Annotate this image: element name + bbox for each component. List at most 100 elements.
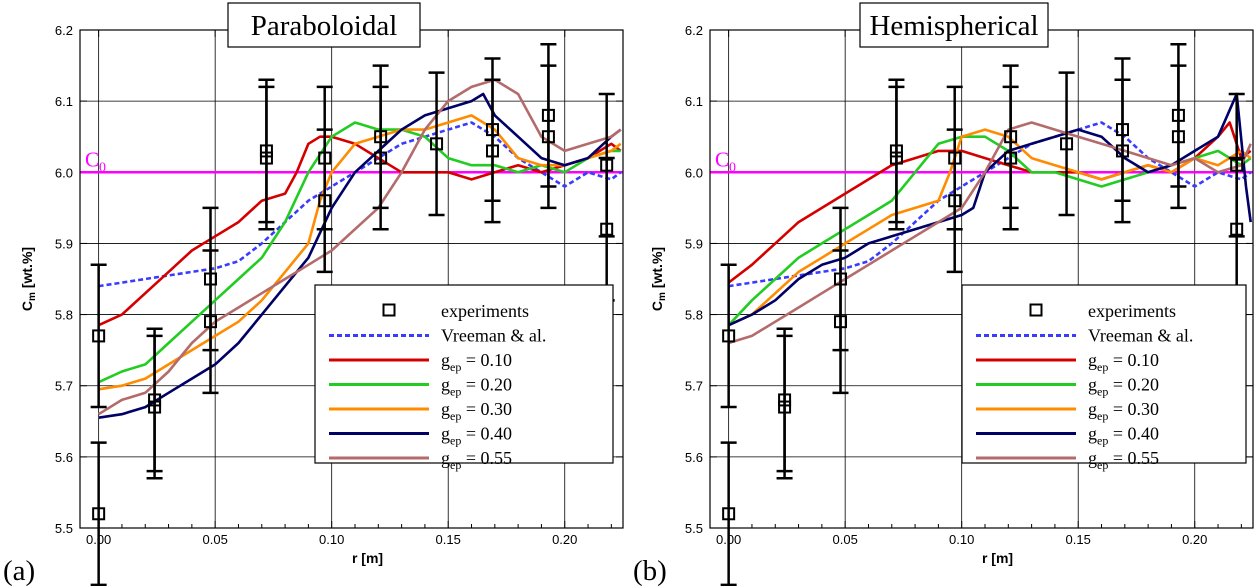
legend-label-value: = 0.30 [461, 399, 512, 419]
experiment-marker [889, 151, 903, 165]
legend-marker-experiments [1029, 303, 1043, 317]
x-tick-label: 0.05 [203, 532, 228, 547]
legend-label-value: = 0.20 [1108, 375, 1159, 395]
legend-label: gep = 0.10 [441, 350, 512, 374]
series-line [728, 128, 1252, 327]
experiment-marker [374, 151, 388, 165]
y-tick-label: 5.8 [55, 308, 73, 323]
legend-label-value: = 0.30 [1108, 399, 1159, 419]
experiment-marker [1171, 130, 1185, 144]
legend-label-g: g [441, 350, 450, 370]
legend-label-g: g [441, 375, 450, 395]
legend-label-g: g [1088, 350, 1097, 370]
panel-a: 0.000.050.100.150.205.55.65.75.85.96.06.… [3, 2, 624, 586]
title-box [227, 2, 421, 48]
x-tick-label: 0.15 [1066, 532, 1091, 547]
legend-label-sub: ep [1097, 385, 1108, 399]
legend-label-sub: ep [1097, 434, 1108, 448]
y-tick-label: 5.9 [685, 236, 703, 251]
experiment-marker [92, 329, 106, 343]
legend-label-g: g [1088, 424, 1097, 444]
y-axis-label-unit: [wt.%] [19, 247, 35, 292]
reference-label-sub: 0 [99, 160, 106, 175]
series-line [728, 92, 1252, 327]
legend-label-value: = 0.40 [1108, 424, 1159, 444]
x-tick-label: 0.10 [949, 532, 974, 547]
experiment-marker [1115, 144, 1129, 158]
experiment-marker [1004, 151, 1018, 165]
y-axis-label-main: C [649, 301, 665, 311]
experiment-marker [148, 393, 162, 407]
experiment-marker [259, 151, 273, 165]
series-line [98, 135, 622, 327]
series-line [728, 121, 1252, 288]
series-line [98, 121, 622, 288]
x-tick-label: 0.20 [1182, 532, 1207, 547]
y-tick-label: 5.5 [55, 521, 73, 536]
plot-area [710, 92, 1253, 345]
y-axis-label-unit: [wt.%] [649, 247, 665, 292]
y-axis-label-sub: m [657, 292, 668, 301]
y-tick-label: 6.2 [55, 23, 73, 38]
legend-label-g: g [441, 424, 450, 444]
experiment-marker [204, 315, 218, 329]
legend-label: gep = 0.20 [1088, 375, 1159, 399]
y-tick-label: 5.8 [685, 308, 703, 323]
y-tick-label: 5.5 [685, 521, 703, 536]
series-line [98, 114, 622, 391]
series-line [727, 121, 1252, 284]
panel-tag: (a) [3, 555, 35, 586]
legend-label: gep = 0.55 [1088, 448, 1159, 472]
x-axis-label: r [m] [982, 550, 1013, 566]
title-box [859, 2, 1049, 48]
legend-label-sub: ep [1097, 458, 1108, 472]
y-tick-label: 5.6 [55, 450, 73, 465]
reference-label: C0 [715, 147, 736, 175]
reference-label-main: C [85, 147, 99, 171]
x-tick-label: 0.15 [436, 532, 461, 547]
legend-label-value: = 0.10 [461, 350, 512, 370]
experiments [90, 42, 615, 586]
legend-label: gep = 0.55 [441, 448, 512, 472]
y-tick-label: 5.6 [685, 450, 703, 465]
legend-marker-experiments [382, 303, 396, 317]
y-tick-label: 5.7 [685, 379, 703, 394]
y-tick-label: 5.9 [55, 236, 73, 251]
legend-label-sub: ep [450, 385, 461, 399]
legend-label-g: g [1088, 448, 1097, 468]
panel-b: 0.000.050.100.150.205.55.65.75.85.96.06.… [633, 2, 1254, 586]
legend-label: Vreeman & al. [1088, 326, 1193, 346]
chart-title: Hemispherical [869, 10, 1038, 42]
series-line [98, 92, 622, 419]
y-axis-label: Cm [wt.%] [19, 247, 38, 311]
experiment-marker [541, 130, 555, 144]
y-axis-label-sub: m [27, 292, 38, 301]
x-tick-label: 0.20 [552, 532, 577, 547]
legend-label: gep = 0.30 [1088, 399, 1159, 423]
experiment-marker [92, 507, 106, 521]
experiment-marker [1060, 137, 1074, 151]
y-tick-label: 6.1 [55, 94, 73, 109]
experiment-marker [1230, 222, 1244, 236]
y-axis-label: Cm [wt.%] [649, 247, 668, 311]
legend-label-sub: ep [1097, 409, 1108, 423]
legend-label-value: = 0.10 [1108, 350, 1159, 370]
legend-label-sub: ep [450, 434, 461, 448]
y-tick-label: 6.0 [685, 165, 703, 180]
legend-label: gep = 0.20 [441, 375, 512, 399]
legend-label-sub: ep [450, 360, 461, 374]
x-axis-label: r [m] [352, 550, 383, 566]
experiments [720, 42, 1245, 586]
experiment-marker [722, 329, 736, 343]
experiment-marker [834, 315, 848, 329]
chart-title: Paraboloidal [251, 10, 398, 42]
legend-label: gep = 0.10 [1088, 350, 1159, 374]
series-line [97, 78, 622, 416]
legend-label-sub: ep [1097, 360, 1108, 374]
y-tick-label: 6.0 [55, 165, 73, 180]
experiment-marker [430, 137, 444, 151]
legend-label-g: g [441, 399, 450, 419]
experiment-marker [722, 507, 736, 521]
